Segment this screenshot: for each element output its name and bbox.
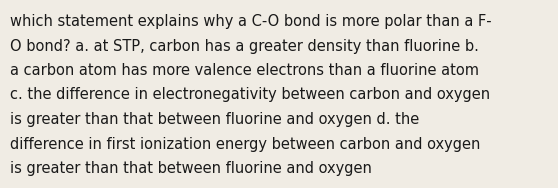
Text: is greater than that between fluorine and oxygen: is greater than that between fluorine an… <box>10 161 372 176</box>
Text: c. the difference in electronegativity between carbon and oxygen: c. the difference in electronegativity b… <box>10 87 490 102</box>
Text: a carbon atom has more valence electrons than a fluorine atom: a carbon atom has more valence electrons… <box>10 63 479 78</box>
Text: difference in first ionization energy between carbon and oxygen: difference in first ionization energy be… <box>10 136 480 152</box>
Text: is greater than that between fluorine and oxygen d. the: is greater than that between fluorine an… <box>10 112 419 127</box>
Text: O bond? a. at STP, carbon has a greater density than fluorine b.: O bond? a. at STP, carbon has a greater … <box>10 39 479 54</box>
Text: which statement explains why a C-O bond is more polar than a F-: which statement explains why a C-O bond … <box>10 14 492 29</box>
